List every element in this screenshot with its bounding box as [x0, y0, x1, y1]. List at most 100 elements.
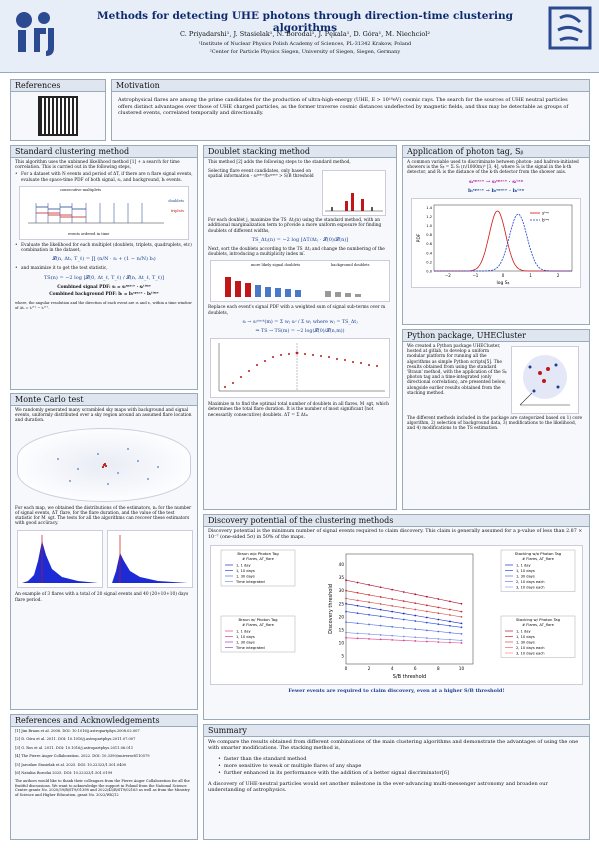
- discovery-text: Discovery potential is the minimum numbe…: [208, 529, 583, 540]
- tag-xtick: 0: [502, 273, 505, 278]
- python-text-1: We created a Python package UHECluster, …: [407, 344, 507, 396]
- legend-braun-tag-title: Braun w/ Photon Tag: [239, 617, 279, 622]
- disc-xlabel: S/B threshold: [393, 674, 426, 680]
- legend-braun-no-tag-title: Braun w/o Photon Tag: [237, 551, 279, 556]
- standard-bullet-2: Evaluate the likelihood for each multipl…: [15, 243, 193, 253]
- tag-ytick: 0.2: [426, 260, 432, 264]
- disc-ylabel: Discovery threshold: [328, 584, 334, 634]
- reference-4[interactable]: [4] The Pierre Auger Collaboration. 2022…: [15, 754, 150, 759]
- legend-braun-no-tag-item: 1, 30 days: [236, 575, 255, 579]
- disc-series-line: [345, 579, 462, 605]
- tag-xtick: −1: [472, 273, 478, 278]
- affiliation-1: ¹Institute of Nuclear Physics Polish Aca…: [198, 41, 412, 47]
- disc-series-line: [345, 621, 462, 635]
- doublet-step-2: For each doublet j, maximize the TS_Δtⱼ(…: [208, 218, 382, 234]
- disc-ytick: 10: [339, 641, 345, 646]
- doublet-step-3: Replace each event's signal PDF with a w…: [208, 305, 386, 316]
- tag-ylabel: PDF: [416, 233, 422, 242]
- ifj-logo: [8, 6, 60, 58]
- standard-note: where, the angular resolution and the di…: [15, 301, 192, 310]
- doublet-intro: This method [2] adds the following steps…: [208, 160, 351, 165]
- stacked-signal-equation: sᵢ → sᵢˢᵗᵃᶜᵏ(m) = Σ wⱼ sᵢʲ / Σ wⱼ where …: [242, 319, 358, 325]
- multiplet-diagram: consecutive multiplets doublets triplets…: [19, 185, 189, 240]
- discovery-panel: Discovery potential of the clustering me…: [203, 514, 590, 720]
- legend-stacking-tag-box: [500, 615, 576, 658]
- stacked-ts-equation: ⇒ TS → TS(m) = −2 log(𝓛(0)/𝓛(n,m)): [255, 329, 345, 335]
- disc-point: [345, 579, 347, 582]
- legend-stacking-tag-item: 1, 30 days: [516, 641, 535, 645]
- reference-1[interactable]: [1] Jim Braun et al. 2008. DOI: 10.1016/…: [15, 729, 140, 733]
- standard-method-panel: Standard clustering method This algorith…: [10, 145, 198, 390]
- references-qr-panel: References: [10, 79, 106, 141]
- qr-code-icon[interactable]: [38, 96, 78, 136]
- multiplet-timeline: [28, 202, 164, 224]
- legend-braun-tag-item: 1, 1 day: [236, 630, 251, 634]
- monte-carlo-text: For each map, we obtained the distributi…: [15, 505, 192, 527]
- disc-xtick: 10: [459, 666, 465, 671]
- summary-panel: Summary We compare the results obtained …: [203, 724, 590, 840]
- timeline-bottom-label: events ordered in time: [68, 231, 110, 236]
- references-qr-title: References: [11, 80, 105, 92]
- legend-stacking-no-tag-item: 2, 10 days each: [516, 580, 545, 584]
- disc-ytick: 40: [339, 562, 345, 567]
- affiliation-2: ²Center for Particle Physics Siegen, Uni…: [209, 49, 401, 55]
- legend-stacking-no-tag-item: 3, 10 days each: [516, 586, 545, 590]
- disc-ytick: 35: [339, 575, 345, 580]
- disc-xtick: 6: [414, 666, 417, 671]
- tag-xtick: −2: [445, 273, 451, 278]
- references-title: References and Acknowledgements: [11, 715, 197, 727]
- tag-ytick: 0.8: [426, 233, 432, 237]
- standard-intro: This algorithm uses the unbinned likelih…: [15, 160, 180, 171]
- legend-braun-no-tag-item: 1, 10 days: [236, 569, 255, 573]
- doublet-stacking-panel: Doublet stacking method This method [2] …: [203, 145, 397, 510]
- tag-legend-background: bᵗᵃᵍ: [542, 218, 550, 223]
- legend-braun-no-tag-subtitle: # Flares, ΔT_flare: [242, 557, 275, 561]
- acknowledgements: The authors would like to thank their co…: [15, 779, 190, 797]
- disc-ytick: 30: [339, 588, 345, 593]
- legend-stacking-no-tag-title: Stacking w/o Photon Tag: [515, 551, 562, 556]
- estimator-histograms: [17, 530, 193, 589]
- python-package-title: Python package, UHECluster: [403, 330, 589, 342]
- motivation-title: Motivation: [112, 80, 589, 92]
- reference-5[interactable]: [5] Jarosław Stasielak et al. 2025. DOI:…: [15, 762, 127, 767]
- summary-bullet-2: more sensitive to weak or multiple flare…: [218, 763, 585, 770]
- tag-legend-signal: sᵗᵃᵍ: [542, 211, 549, 216]
- tag-pdf-chart: −2 −1 0 1 2 0.0 0.2 0.4 0.6 0.8 1.0 1.2 1.4 log Sᵦ PDF…: [411, 198, 581, 289]
- legend-braun-no-tag-box: [220, 549, 296, 587]
- disc-point: [345, 631, 347, 634]
- disc-series-line: [345, 590, 462, 612]
- reference-2[interactable]: [2] D. Góra et al. 2011. DOI: 10.1016/j.…: [15, 737, 136, 742]
- disc-ytick: 20: [339, 614, 345, 619]
- doublet-step-1: Selecting flare event candidates, only b…: [208, 169, 314, 180]
- discovery-footer: Fewer events are required to claim disco…: [288, 688, 505, 694]
- poster-title: Methods for detecting UHE photons throug…: [97, 10, 513, 34]
- reference-6[interactable]: [6] Nataliia Borodai 2025. DOI: 10.22323…: [15, 771, 113, 776]
- legend-stacking-tag-title: Stacking w/ Photon Tag: [516, 617, 561, 622]
- combined-signal-pdf: Combined signal PDF: sᵢ = sᵢˢᵖᵃᶜᵉ · sᵢᵗⁱ…: [57, 284, 151, 290]
- multiplet-top-label: consecutive multiplets: [60, 187, 102, 192]
- disc-series-line: [345, 603, 462, 624]
- poster-header: Methods for detecting UHE photons throug…: [0, 0, 599, 73]
- tag-ytick: 0.4: [426, 251, 432, 255]
- disc-xtick: 2: [368, 666, 371, 671]
- disc-xtick: 0: [345, 666, 348, 671]
- more-likely-label: more likely signal doublets: [251, 263, 301, 268]
- tag-xtick: 1: [529, 273, 532, 278]
- spatial-selection-plot: [322, 170, 386, 217]
- summary-bullet-1: faster than the standard method: [218, 756, 585, 763]
- tag-ytick: 0.0: [426, 270, 432, 274]
- doublet-after-3: Maximize m to find the optimal total num…: [208, 402, 389, 418]
- standard-bullet-1: For a dataset with N events and period o…: [15, 172, 193, 182]
- disc-plot-frame: [345, 553, 474, 665]
- legend-braun-tag-item: Time integrated: [235, 646, 265, 650]
- legend-braun-tag-item: 1, 30 days: [236, 641, 255, 645]
- likelihood-equation: 𝓛(n, Δtᵢ, T_ℓ) = ∏ (n/N · sᵢ + (1 − n/N)…: [52, 256, 156, 263]
- disc-series-line: [345, 611, 462, 628]
- reference-3[interactable]: [3] G. Ros et al. 2011. DOI: 10.1016/j.a…: [15, 745, 134, 750]
- legend-braun-no-tag-item: 1, 1 day: [236, 564, 251, 568]
- space-signal-tag-equation: sᵢˢᵖᵃᶜᵉ → sᵢˢᵖᵃᶜᵉ · sᵢᵗᵃᵍ: [469, 178, 523, 185]
- monte-carlo-intro: We randomly generated many scrambled sky…: [15, 408, 192, 424]
- histogram-2: [107, 530, 193, 589]
- legend-braun-tag-item: 1, 10 days: [236, 635, 255, 639]
- sky-map-events: [57, 447, 159, 485]
